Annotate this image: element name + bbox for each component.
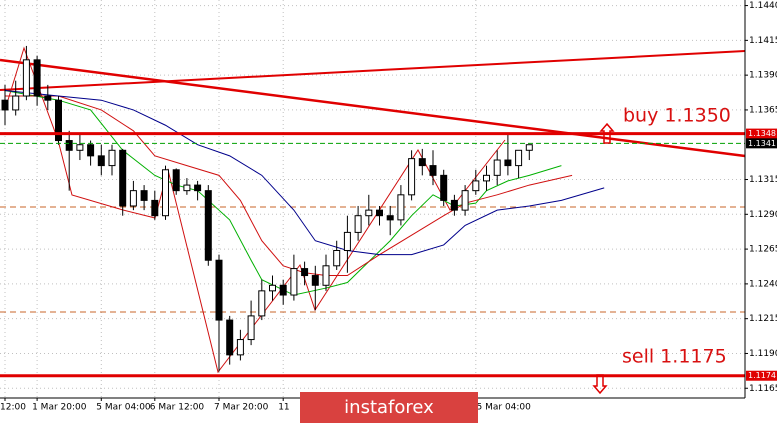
- plot: [0, 45, 745, 378]
- watermark-banner: [300, 392, 478, 423]
- candle-body: [397, 194, 405, 221]
- y-tick-label: 1.1440: [749, 1, 777, 11]
- candle-body: [279, 284, 287, 296]
- candle-body: [269, 284, 276, 292]
- candle-body: [418, 158, 426, 167]
- candle-body: [236, 339, 244, 356]
- candle-body: [119, 149, 127, 207]
- buy-annotation: buy 1.1350: [623, 105, 731, 127]
- candle-body: [76, 144, 84, 151]
- price-level-label: 1.1174: [748, 371, 776, 380]
- candle-body: [87, 144, 95, 157]
- y-tick-label: 1.1290: [749, 210, 777, 220]
- trend-line: [0, 50, 746, 91]
- candle-body: [97, 155, 105, 167]
- candle-body: [515, 149, 523, 167]
- candle-body: [525, 144, 533, 151]
- candle-body: [65, 140, 73, 151]
- price-level-label: 1.1348: [748, 129, 776, 138]
- sell-arrow: [592, 374, 608, 395]
- candle-body: [162, 169, 169, 217]
- candle-body: [343, 231, 351, 251]
- price-level-tag: [746, 128, 777, 139]
- candle-body: [258, 290, 266, 317]
- x-tick-label: 15 Mar 04:00: [471, 403, 531, 413]
- candle-body: [194, 184, 202, 192]
- candle-body: [215, 259, 223, 321]
- candle-body: [1, 99, 9, 111]
- candle-body: [472, 180, 480, 192]
- candle-body: [354, 215, 362, 233]
- candle-body: [386, 215, 394, 221]
- candle-body: [290, 268, 298, 296]
- x-tick-label: 11: [278, 403, 289, 413]
- candle-body: [311, 275, 319, 286]
- buy-arrow: [599, 122, 615, 144]
- candle-body: [183, 184, 191, 192]
- candle-body: [204, 190, 212, 261]
- y-tick-label: 1.1390: [749, 71, 777, 81]
- candle-body: [376, 209, 383, 217]
- candle-body: [151, 199, 159, 217]
- trend-line: [0, 58, 746, 158]
- x-tick-label: 7 Mar 20:00: [214, 403, 269, 413]
- candle-body: [429, 165, 437, 176]
- y-tick-label: 1.1415: [749, 36, 777, 46]
- candle-body: [247, 315, 255, 341]
- candle-body: [365, 209, 373, 217]
- price-level-tag: [746, 370, 777, 381]
- y-tick-label: 1.1365: [749, 105, 777, 115]
- candle-body: [440, 174, 448, 201]
- candle-body: [301, 268, 309, 277]
- y-tick-label: 1.1265: [749, 245, 777, 255]
- candle-body: [450, 199, 458, 211]
- candle-body: [493, 159, 501, 176]
- x-tick-label: 1 Mar 20:00: [32, 403, 87, 413]
- y-tick-label: 1.1190: [749, 349, 777, 359]
- y-tick-label: 1.1315: [749, 175, 777, 185]
- candle-body: [33, 59, 41, 97]
- x-tick-label: 12:00: [0, 403, 26, 413]
- candle-body: [172, 169, 180, 192]
- x-tick-label: 6 Mar 12:00: [150, 403, 205, 413]
- y-tick-label: 1.1240: [749, 279, 777, 289]
- candle-body: [129, 190, 137, 207]
- candle-body: [140, 190, 148, 201]
- x-tick-label: 5 Mar 04:00: [96, 403, 151, 413]
- candle-body: [322, 265, 330, 286]
- candle-body: [483, 174, 490, 182]
- price-level-tag: [746, 138, 777, 149]
- candle-body: [504, 159, 512, 167]
- candle-body: [408, 158, 416, 196]
- candle-body: [12, 95, 20, 111]
- watermark: instaforex: [344, 397, 434, 418]
- candle-body: [22, 59, 30, 97]
- candle-body: [108, 149, 116, 167]
- y-tick-label: 1.1165: [749, 384, 777, 394]
- sell-annotation: sell 1.1175: [622, 346, 727, 368]
- axis-labels: 1.1440 1.1415 1.1390 1.1365 1.1315 1.1290 1.12…: [0, 1, 777, 413]
- moving-average: [4, 89, 605, 256]
- y-tick-label: 1.1215: [749, 314, 777, 324]
- candle-body: [44, 95, 52, 101]
- candle-body: [461, 190, 469, 211]
- price-level-label: 1.1341: [748, 139, 776, 148]
- candle-body: [226, 319, 234, 356]
- candle-body: [55, 99, 62, 142]
- candle-body: [333, 249, 341, 267]
